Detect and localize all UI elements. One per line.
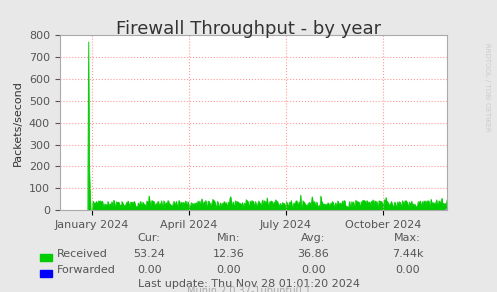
Text: 0.00: 0.00 bbox=[137, 265, 162, 275]
Text: Min:: Min: bbox=[217, 233, 241, 243]
Text: 0.00: 0.00 bbox=[395, 265, 420, 275]
Text: Max:: Max: bbox=[394, 233, 421, 243]
Text: 0.00: 0.00 bbox=[216, 265, 241, 275]
Text: Received: Received bbox=[57, 249, 108, 259]
Text: 53.24: 53.24 bbox=[133, 249, 165, 259]
Text: Cur:: Cur: bbox=[138, 233, 161, 243]
Text: Forwarded: Forwarded bbox=[57, 265, 116, 275]
Text: 7.44k: 7.44k bbox=[392, 249, 423, 259]
Text: RRDTOOL / TOBI OETIKER: RRDTOOL / TOBI OETIKER bbox=[484, 43, 490, 132]
Text: Munin 2.0.37-1ubuntu0.1: Munin 2.0.37-1ubuntu0.1 bbox=[186, 286, 311, 292]
Text: Firewall Throughput - by year: Firewall Throughput - by year bbox=[116, 20, 381, 39]
Bar bbox=[40, 254, 52, 261]
Y-axis label: Packets/second: Packets/second bbox=[13, 80, 23, 166]
Text: Last update: Thu Nov 28 01:01:20 2024: Last update: Thu Nov 28 01:01:20 2024 bbox=[138, 279, 359, 289]
Text: 0.00: 0.00 bbox=[301, 265, 326, 275]
Text: 12.36: 12.36 bbox=[213, 249, 245, 259]
Text: Avg:: Avg: bbox=[301, 233, 326, 243]
Bar bbox=[40, 270, 52, 277]
Text: 36.86: 36.86 bbox=[297, 249, 329, 259]
